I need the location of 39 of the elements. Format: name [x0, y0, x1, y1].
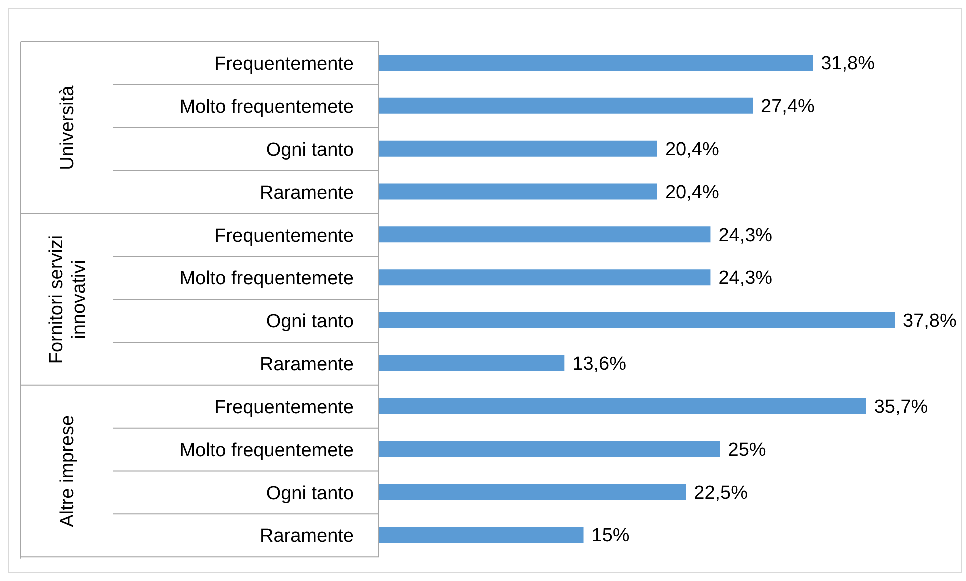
data-label: 13,6%	[572, 354, 627, 376]
bar	[379, 398, 866, 414]
data-label: 24,3%	[718, 225, 773, 246]
y-tick-label: Ogni tanto	[266, 483, 354, 504]
y-tick-label: Frequentemente	[214, 397, 354, 418]
data-label: 24,3%	[718, 268, 773, 290]
bar	[379, 355, 565, 372]
y-tick-label: Ogni tanto	[266, 140, 354, 161]
y-tick-label: Frequentemente	[214, 226, 354, 247]
y-tick-label: Frequentemente	[214, 54, 354, 76]
text: Università	[58, 85, 79, 170]
data-label: 37,8%	[903, 311, 957, 332]
data-label: 20,4%	[665, 182, 720, 204]
data-label: 25%	[728, 440, 766, 461]
bar	[379, 184, 658, 200]
data-label: 20,4%	[665, 139, 720, 160]
y-tick-label: Molto frequentemete	[180, 440, 354, 462]
data-label: 31,8%	[821, 54, 876, 75]
y-tick-label: Raramente	[260, 526, 354, 548]
data-label: 35,7%	[874, 396, 928, 418]
y-tick-label: Raramente	[260, 354, 354, 376]
y-tick-label: Raramente	[260, 182, 354, 204]
bar	[379, 55, 814, 71]
y-tick-label: Molto frequentemete	[180, 268, 354, 290]
y-tick-label: Molto frequentemete	[180, 97, 354, 118]
data-label: 22,5%	[694, 482, 748, 504]
bar	[379, 441, 720, 458]
bar	[379, 312, 895, 328]
bar	[379, 484, 686, 500]
data-label: 27,4%	[761, 96, 816, 118]
y-tick-label: Ogni tanto	[266, 312, 354, 333]
bar	[379, 226, 711, 243]
bar	[379, 527, 584, 544]
bar	[379, 98, 754, 114]
data-label: 15%	[592, 526, 630, 547]
text: Altre imprese	[58, 415, 79, 528]
bar	[379, 140, 658, 157]
bar	[379, 270, 711, 286]
text: Fornitori servizi innovativi	[46, 235, 90, 364]
